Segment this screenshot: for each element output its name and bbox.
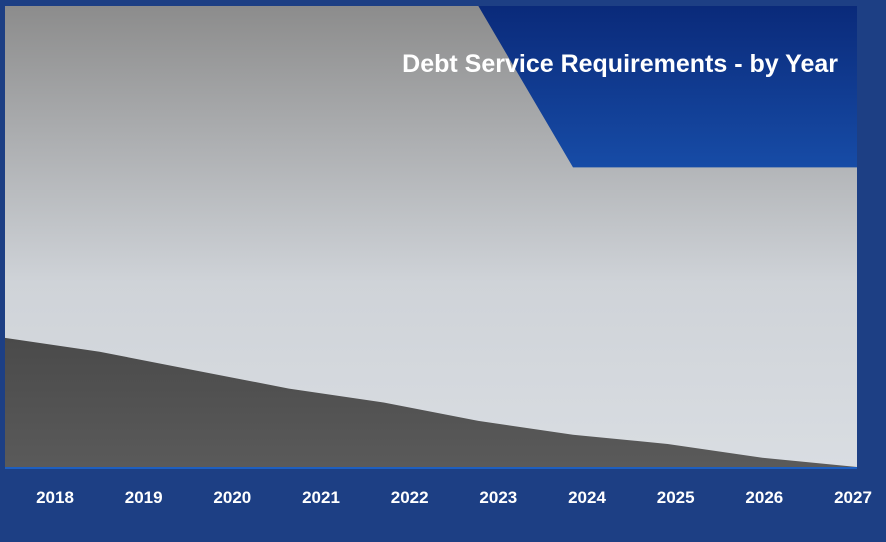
x-tick-label-2020: 2020	[213, 488, 251, 507]
x-tick-label-2024: 2024	[568, 488, 606, 507]
area-series-lower	[5, 337, 857, 467]
x-tick-label-2022: 2022	[391, 488, 429, 507]
x-tick-label-2019: 2019	[125, 488, 163, 507]
x-tick-label-2026: 2026	[745, 488, 783, 507]
x-axis-tick-labels: 2018 2019 2020 2021 2022 2023 2024 2025 2026 2027	[36, 488, 872, 507]
area-series-upper	[5, 6, 857, 467]
x-tick-label-2018: 2018	[36, 488, 74, 507]
area-layers	[5, 6, 857, 467]
x-tick-label-2021: 2021	[302, 488, 340, 507]
x-tick-label-2023: 2023	[479, 488, 517, 507]
x-tick-label-2027: 2027	[834, 488, 872, 507]
chart-title: Debt Service Requirements - by Year	[402, 50, 838, 78]
x-tick-label-2025: 2025	[657, 488, 695, 507]
